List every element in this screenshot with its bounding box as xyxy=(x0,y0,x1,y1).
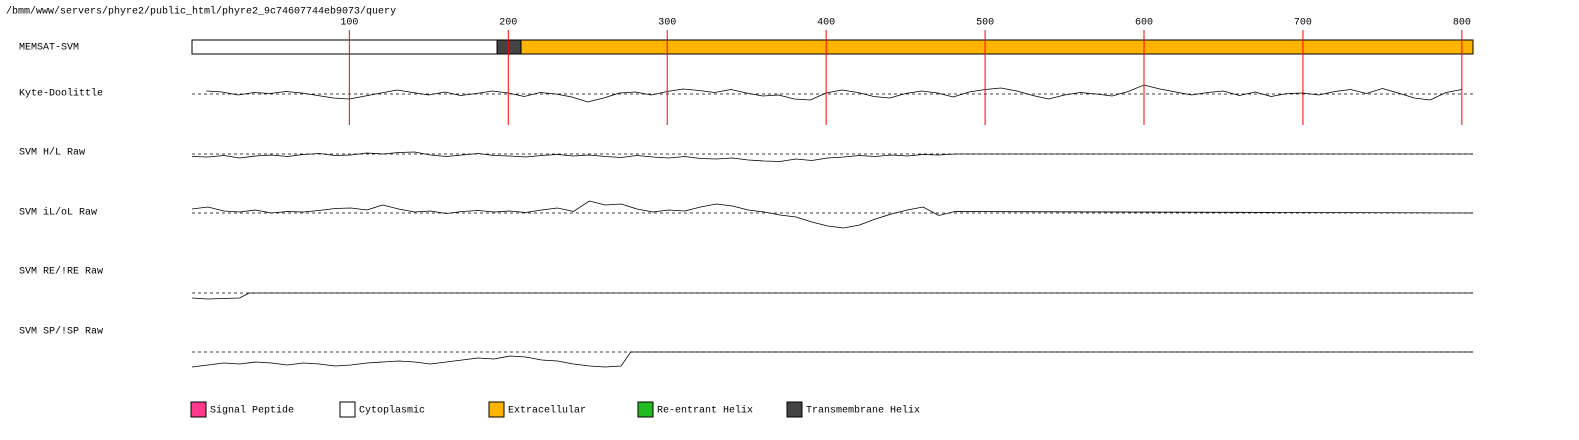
legend-swatch xyxy=(637,401,654,418)
tick-label: 200 xyxy=(499,18,517,29)
file-path: /bmm/www/servers/phyre2/public_html/phyr… xyxy=(6,6,396,18)
track-label: SVM SP/!SP Raw xyxy=(19,326,103,338)
legend-label: Transmembrane Helix xyxy=(806,405,920,417)
tick-label: 500 xyxy=(976,18,994,29)
tick-label: 700 xyxy=(1294,18,1312,29)
legend-label: Signal Peptide xyxy=(210,405,294,417)
legend-label: Cytoplasmic xyxy=(359,405,425,417)
legend-swatch xyxy=(488,401,505,418)
track-label: SVM H/L Raw xyxy=(19,147,85,159)
tick-label: 400 xyxy=(817,18,835,29)
tick-label: 800 xyxy=(1453,18,1471,29)
trace xyxy=(191,200,1474,229)
segment xyxy=(191,39,498,55)
trace xyxy=(191,351,1473,368)
trace xyxy=(206,84,1462,103)
track-label: SVM RE/!RE Raw xyxy=(19,266,103,278)
trace xyxy=(191,151,1473,162)
segment xyxy=(520,39,1474,55)
legend-label: Re-entrant Helix xyxy=(657,405,753,417)
trace xyxy=(191,292,1473,300)
legend-label: Extracellular xyxy=(508,405,586,417)
legend-swatch xyxy=(190,401,207,418)
track-label: Kyte-Doolittle xyxy=(19,88,103,100)
legend-swatch xyxy=(786,401,803,418)
tick-label: 100 xyxy=(340,18,358,29)
track-label: SVM iL/oL Raw xyxy=(19,207,97,219)
tick-label: 600 xyxy=(1135,18,1153,29)
track-label: MEMSAT-SVM xyxy=(19,43,79,54)
legend-swatch xyxy=(339,401,356,418)
segment xyxy=(496,39,522,55)
tick-label: 300 xyxy=(658,18,676,29)
